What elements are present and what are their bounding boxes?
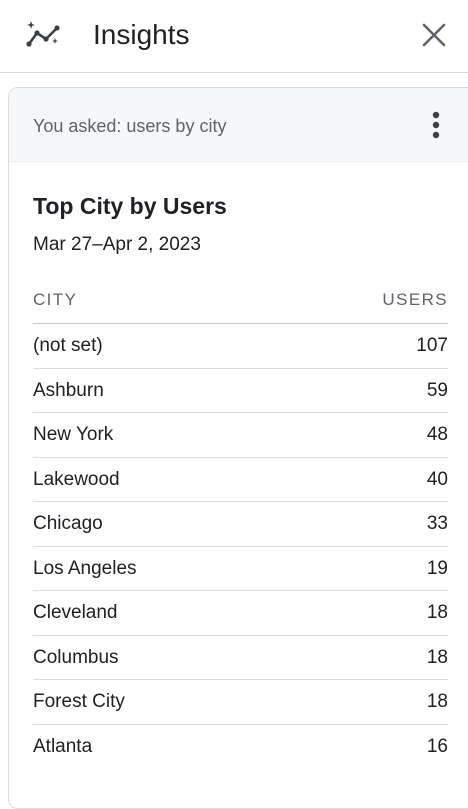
users-cell: 18: [426, 646, 448, 668]
users-cell: 59: [426, 379, 448, 401]
users-cell: 33: [426, 513, 448, 534]
city-cell: (not set): [33, 335, 103, 356]
report-date-range: Mar 27–Apr 2, 2023: [33, 234, 201, 255]
table-row: Columbus 18: [33, 636, 448, 680]
insights-header: Insights: [0, 0, 468, 73]
table-row: Atlanta 16: [33, 725, 448, 770]
city-cell: Lakewood: [33, 468, 120, 490]
column-header-users: USERS: [382, 290, 448, 309]
table-row: Cleveland 18: [33, 591, 448, 636]
table-row: Lakewood 40: [33, 458, 448, 502]
insight-card: You asked: users by city Top City by Use…: [8, 87, 468, 809]
column-header-city: CITY: [33, 290, 78, 309]
city-cell: Ashburn: [33, 379, 104, 401]
report-title: Top City by Users: [33, 193, 227, 219]
query-bar: You asked: users by city: [9, 88, 468, 162]
table-header: CITY USERS: [33, 287, 448, 324]
users-cell: 18: [426, 691, 448, 712]
table-body: (not set) 107 Ashburn 59 New York 48 Lak…: [33, 324, 448, 769]
insights-sparkle-trend-icon: [24, 20, 64, 52]
more-vert-icon[interactable]: [420, 106, 452, 144]
table-row: Forest City 18: [33, 680, 448, 725]
users-cell: 19: [426, 557, 448, 579]
city-cell: Forest City: [33, 691, 125, 712]
table-row: Los Angeles 19: [33, 547, 448, 591]
city-cell: New York: [33, 424, 114, 445]
users-cell: 40: [426, 468, 448, 490]
close-icon[interactable]: [418, 19, 450, 51]
panel-title: Insights: [93, 19, 190, 50]
table-row: New York 48: [33, 413, 448, 458]
query-text: You asked: users by city: [33, 116, 227, 136]
users-cell: 48: [426, 424, 448, 445]
city-cell: Atlanta: [33, 735, 93, 757]
table-row: Chicago 33: [33, 502, 448, 547]
city-cell: Cleveland: [33, 602, 118, 623]
table-row: Ashburn 59: [33, 369, 448, 413]
users-cell: 18: [426, 602, 448, 623]
city-cell: Columbus: [33, 646, 119, 668]
users-cell: 107: [416, 335, 448, 356]
city-cell: Chicago: [33, 513, 103, 534]
users-cell: 16: [426, 735, 448, 757]
table-row: (not set) 107: [33, 324, 448, 369]
city-cell: Los Angeles: [33, 557, 137, 579]
